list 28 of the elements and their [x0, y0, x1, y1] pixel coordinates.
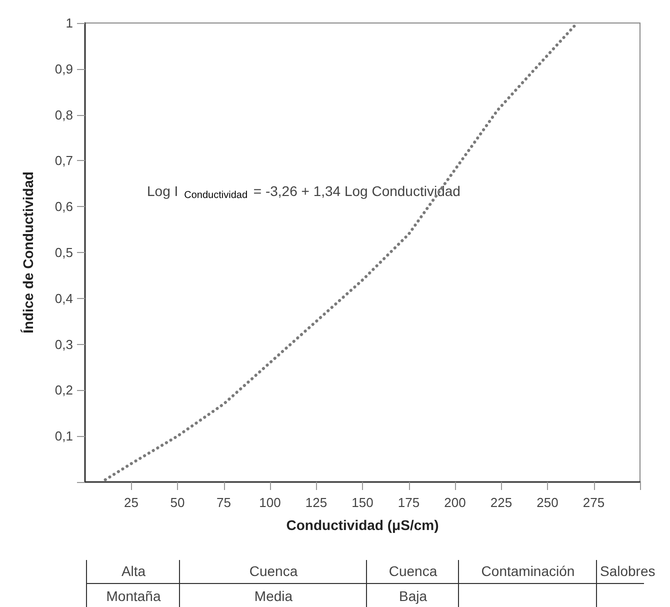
y-tick-label: 0,8 [54, 107, 73, 122]
y-tick-label: 0,6 [54, 199, 73, 214]
x-tick-label: 25 [124, 495, 138, 510]
y-tick-label: 0,2 [54, 382, 73, 398]
y-tick-label: 0,4 [54, 290, 73, 306]
x-axis-title: Conductividad (μS/cm) [286, 517, 439, 533]
x-tick-label: 175 [398, 495, 420, 510]
x-tick-label: 225 [490, 495, 512, 510]
x-tick-label: 125 [305, 495, 328, 510]
y-tick-label: 0,5 [54, 245, 73, 260]
text: Contaminación [459, 560, 597, 584]
y-axis-title: Índice de Conductividad [20, 172, 36, 334]
x-tick-label: 275 [582, 495, 605, 510]
text: Alta Montaña [87, 560, 180, 607]
text: Salobres [599, 562, 656, 581]
x-tick-label: 50 [170, 495, 185, 510]
x-tick-label: 250 [536, 495, 558, 510]
y-tick-label: 0,1 [54, 428, 73, 444]
x-tick-label: 75 [216, 495, 231, 510]
text: Cuenca Media [180, 560, 367, 607]
y-tick-label: 0,9 [54, 61, 73, 76]
x-tick-label: 100 [259, 495, 281, 510]
x-tick-label: 200 [444, 495, 466, 510]
y-tick-label: 0,3 [54, 336, 73, 352]
text: Cuenca Baja [367, 560, 459, 607]
y-tick-label: 0,7 [54, 153, 73, 168]
x-tick-label: 150 [352, 495, 374, 510]
y-tick-label: 1 [66, 16, 73, 30]
